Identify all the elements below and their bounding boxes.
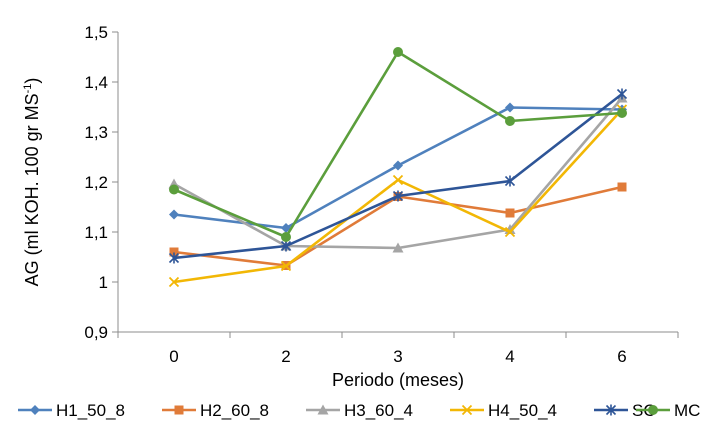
y-tick-label: 1 <box>99 273 108 292</box>
data-point <box>617 182 627 192</box>
legend-item: H2_60_8 <box>162 401 269 420</box>
y-tick-label: 1,3 <box>84 123 108 142</box>
data-point <box>169 247 179 257</box>
legend-item: MC <box>636 401 700 420</box>
series-line <box>173 97 623 250</box>
series-mc <box>169 47 627 242</box>
legend-label: H1_50_8 <box>56 401 125 420</box>
y-axis-ticks: 0,9 1 1,1 1,2 1,3 1,4 1,5 <box>84 23 118 342</box>
legend-label: H2_60_8 <box>200 401 269 420</box>
data-point <box>168 276 180 288</box>
x-tick-label: 4 <box>505 347 514 366</box>
data-point <box>504 175 516 187</box>
data-point <box>505 208 515 218</box>
data-point <box>393 160 403 171</box>
data-point <box>280 260 292 272</box>
legend: H1_50_8 H2_60_8 H3_60_4 H4_50_4 SC MC <box>18 401 700 420</box>
data-point <box>505 102 515 113</box>
y-axis-title-superscript: -1 <box>22 84 34 94</box>
legend-item: H3_60_4 <box>306 401 413 420</box>
series-line <box>173 50 623 239</box>
legend-item: H4_50_4 <box>450 401 557 420</box>
legend-label: H3_60_4 <box>344 401 413 420</box>
data-point <box>605 404 617 416</box>
legend-label: H4_50_4 <box>488 401 557 420</box>
data-point <box>393 47 403 57</box>
x-tick-label: 6 <box>617 347 626 366</box>
y-tick-label: 1,5 <box>84 23 108 42</box>
y-tick-label: 0,9 <box>84 323 108 342</box>
legend-item: H1_50_8 <box>18 401 125 420</box>
x-axis-title: Periodo (meses) <box>332 370 464 390</box>
data-point <box>169 209 179 220</box>
data-point <box>168 252 180 264</box>
legend-label: MC <box>674 401 700 420</box>
data-point <box>174 405 184 415</box>
data-point <box>392 174 404 186</box>
data-point <box>317 404 329 415</box>
series-layer <box>168 47 628 288</box>
y-axis-title: AG (ml KOH. 100 gr MS-1) <box>22 78 42 287</box>
data-point <box>280 240 292 252</box>
data-point <box>648 405 658 415</box>
series-h1-50-8 <box>169 102 627 233</box>
y-tick-label: 1,1 <box>84 223 108 242</box>
data-point <box>616 88 628 100</box>
x-tick-label: 3 <box>393 347 402 366</box>
x-axis-ticks: 0 2 3 4 6 <box>117 332 679 366</box>
data-point <box>392 242 404 253</box>
data-point <box>30 405 40 415</box>
data-point <box>617 108 627 118</box>
y-axis-title-close: ) <box>22 78 42 84</box>
data-point <box>461 404 473 416</box>
data-point <box>505 116 515 126</box>
data-point <box>504 226 516 238</box>
data-point <box>169 184 179 195</box>
y-tick-label: 1,2 <box>84 173 108 192</box>
y-axis-title-main: AG (ml KOH. 100 gr MS <box>22 93 42 286</box>
y-tick-label: 1,4 <box>84 73 108 92</box>
series-sc <box>168 88 628 264</box>
data-point <box>281 232 291 242</box>
x-tick-label: 0 <box>169 347 178 366</box>
data-point <box>392 190 404 202</box>
x-tick-label: 2 <box>281 347 290 366</box>
